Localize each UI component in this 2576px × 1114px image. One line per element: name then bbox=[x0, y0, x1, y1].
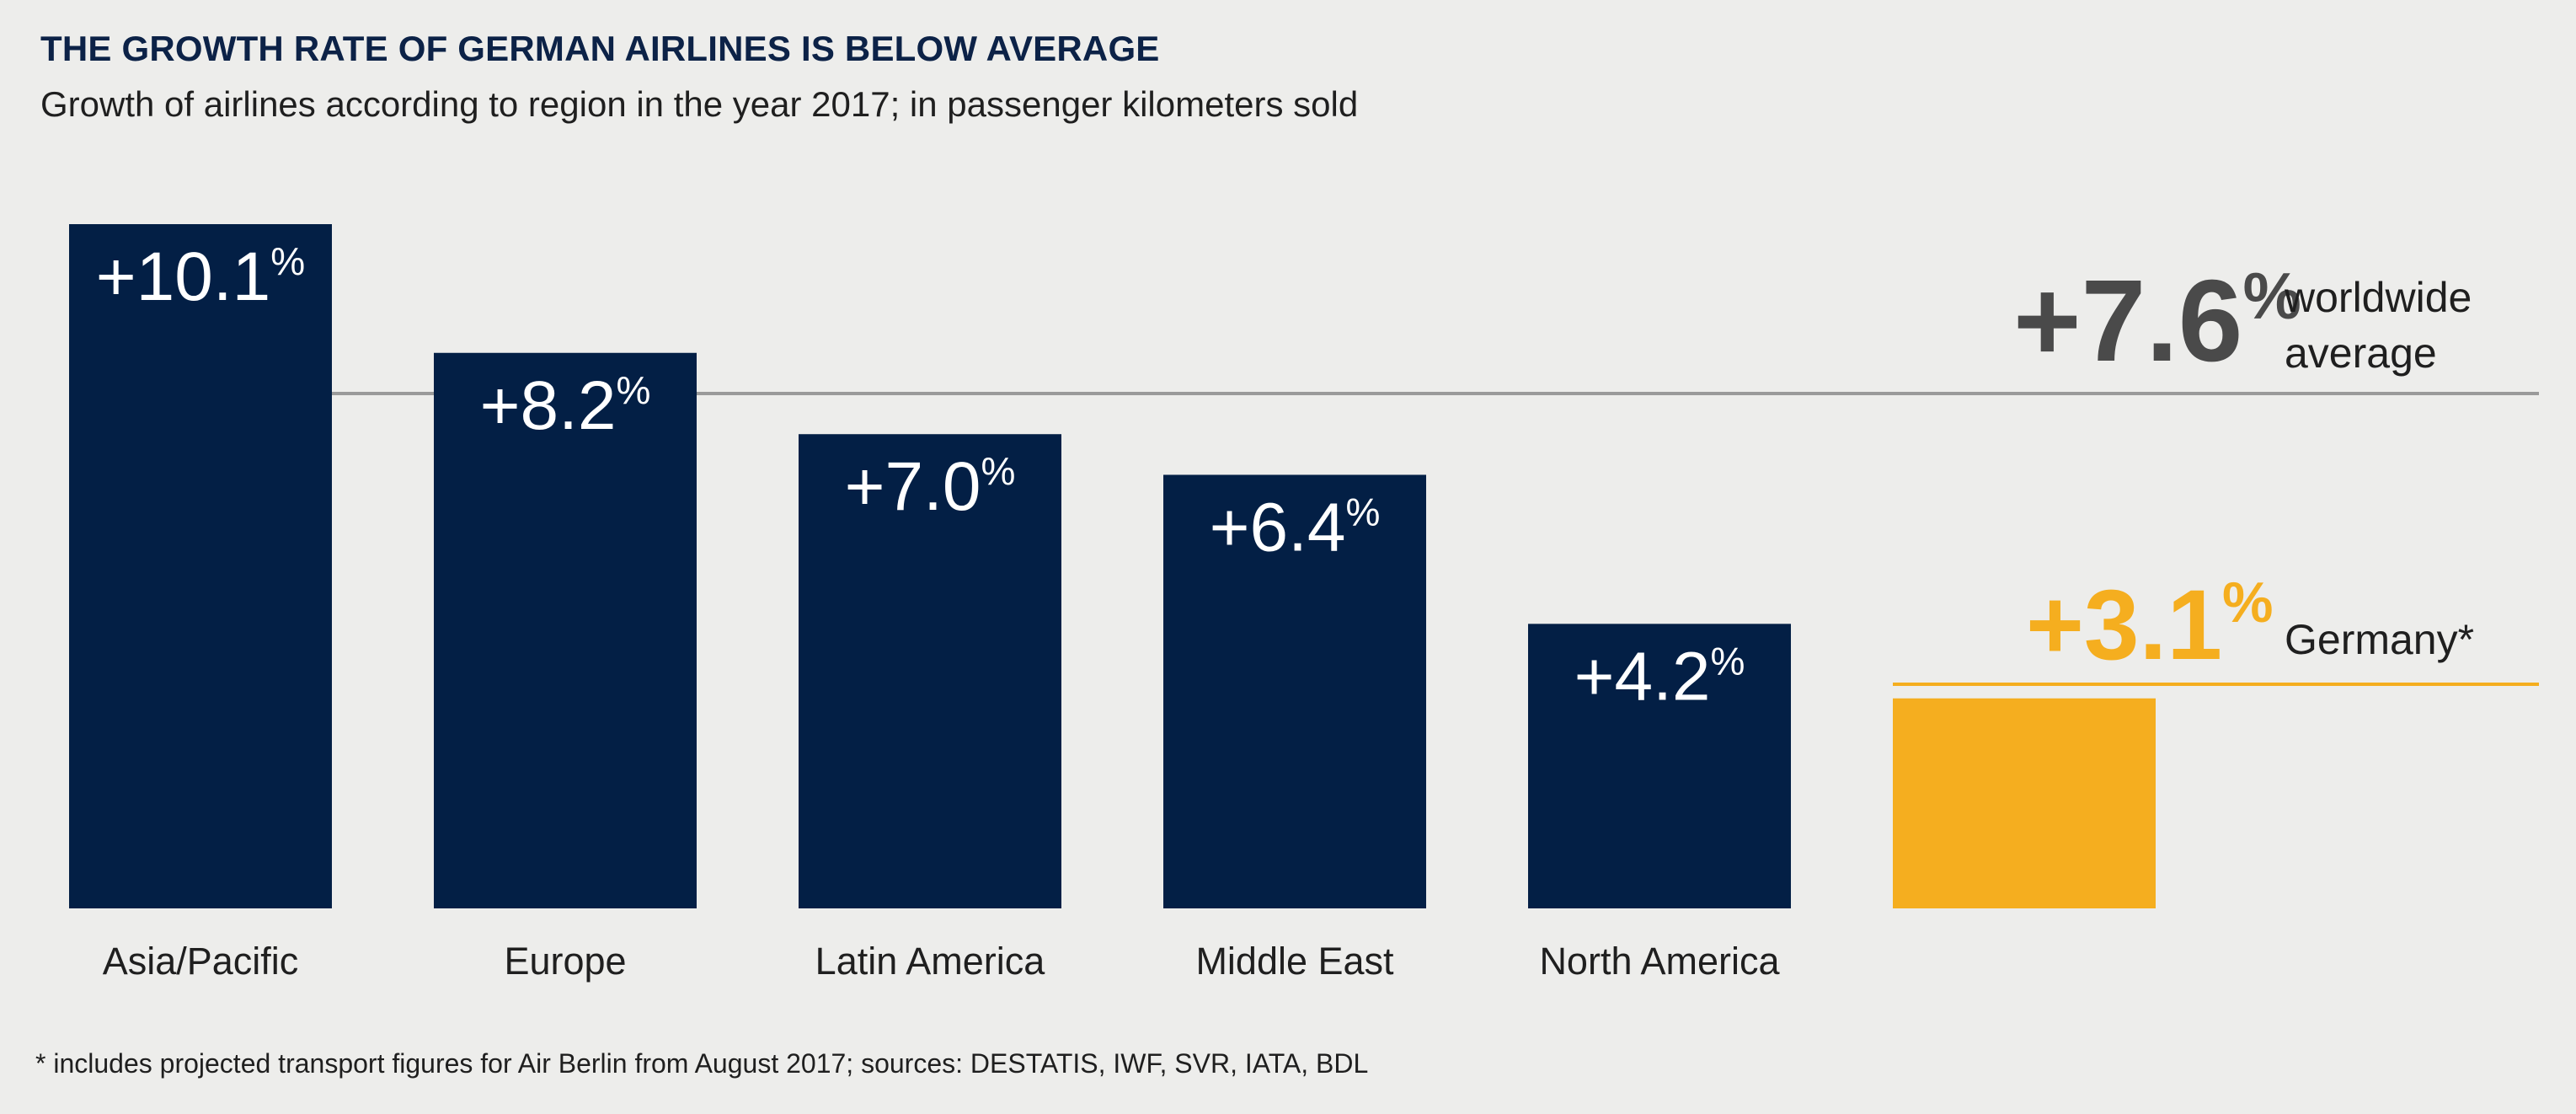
footnote: * includes projected transport figures f… bbox=[35, 1048, 1369, 1079]
chart-title: THE GROWTH RATE OF GERMAN AIRLINES IS BE… bbox=[40, 29, 1160, 68]
category-label: Middle East bbox=[1195, 940, 1394, 983]
bar-group: +7.0%Latin America bbox=[799, 434, 1061, 983]
category-label: Europe bbox=[504, 940, 626, 983]
bar bbox=[434, 352, 697, 909]
bar-germany bbox=[1893, 698, 2156, 908]
bar-group: +6.4%Middle East bbox=[1163, 474, 1426, 983]
bar bbox=[1893, 698, 2156, 908]
category-label: Asia/Pacific bbox=[103, 940, 299, 983]
bar-group: +10.1% Asia/Pacific bbox=[69, 224, 332, 983]
bar bbox=[1163, 474, 1426, 908]
average-value-label: +7.6% bbox=[2013, 256, 2301, 386]
bar-group: +8.2% Europe bbox=[434, 352, 697, 983]
average-caption-line: worldwide bbox=[2284, 274, 2472, 321]
bar bbox=[1528, 624, 1791, 908]
germany-caption: Germany* bbox=[2285, 616, 2474, 663]
average-caption-line: average bbox=[2285, 329, 2437, 377]
bar-value-label: +8.2% bbox=[480, 367, 651, 444]
bar bbox=[799, 434, 1061, 908]
category-label: Latin America bbox=[815, 940, 1046, 983]
bar-value-label: +10.1% bbox=[96, 238, 305, 315]
bar-group: +4.2%North America bbox=[1528, 624, 1791, 983]
chart-subtitle: Growth of airlines according to region i… bbox=[40, 84, 1359, 124]
category-label: North America bbox=[1539, 940, 1780, 983]
bar bbox=[69, 224, 332, 908]
germany-value-label: +3.1% bbox=[2026, 570, 2273, 681]
